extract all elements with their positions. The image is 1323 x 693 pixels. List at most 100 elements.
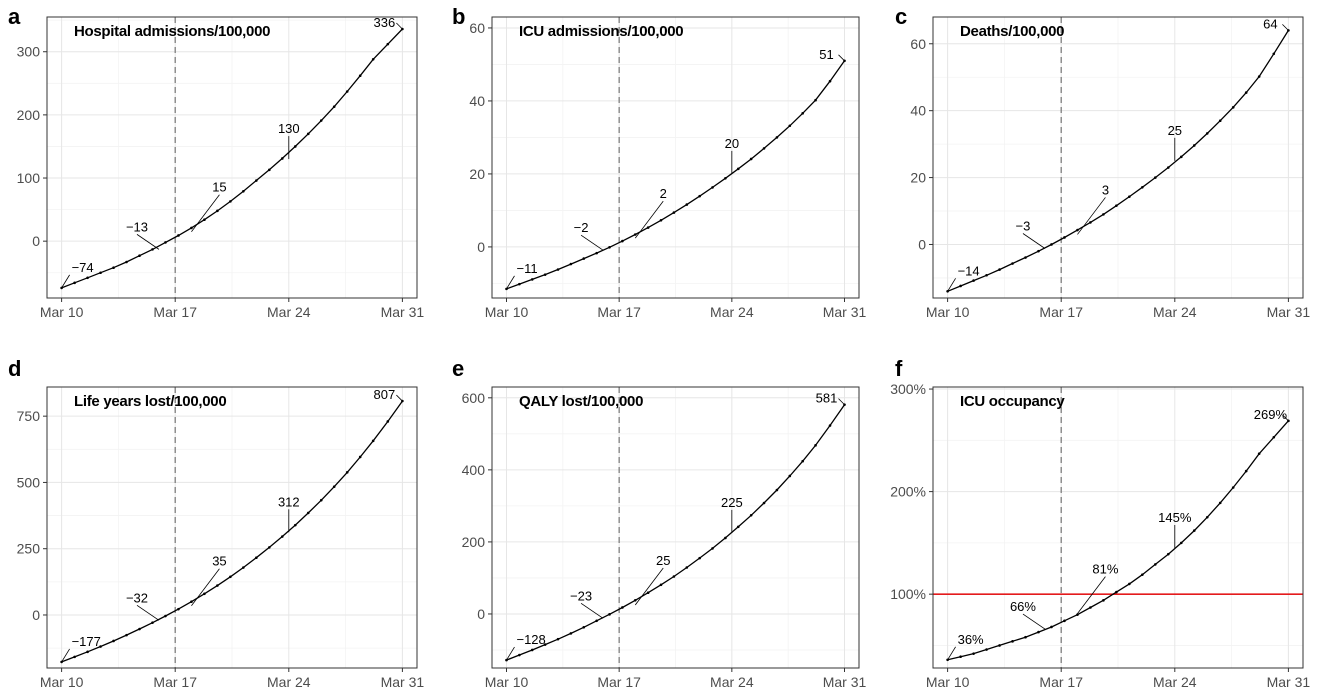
data-point xyxy=(569,262,573,266)
data-point xyxy=(1257,75,1261,78)
data-point xyxy=(736,167,740,171)
y-tick-label: 100% xyxy=(890,586,926,602)
data-point xyxy=(672,575,676,578)
data-point xyxy=(1128,582,1131,586)
data-point xyxy=(1115,590,1118,594)
x-tick-label: Mar 24 xyxy=(267,674,311,690)
data-label: 2 xyxy=(660,186,667,201)
data-point xyxy=(99,271,102,275)
label-leader xyxy=(61,274,70,289)
data-point xyxy=(1115,204,1118,207)
data-point xyxy=(164,241,167,244)
data-label: 807 xyxy=(374,387,396,402)
y-tick-label: 200 xyxy=(17,107,41,123)
y-tick-label: 0 xyxy=(32,607,40,623)
data-point xyxy=(1089,606,1092,609)
plot-frame xyxy=(46,386,418,669)
x-tick-label: Mar 17 xyxy=(1039,674,1083,690)
x-tick-label: Mar 10 xyxy=(40,674,84,690)
data-label: −13 xyxy=(126,219,148,234)
data-point xyxy=(698,194,701,198)
y-tick-label: 40 xyxy=(910,103,926,119)
y-tick-label: 300 xyxy=(17,44,41,60)
plot-frame xyxy=(932,16,1304,299)
data-label: 130 xyxy=(278,121,300,136)
data-point xyxy=(985,273,988,277)
data-point xyxy=(985,648,988,651)
label-leader xyxy=(947,646,956,661)
data-label: 25 xyxy=(1168,123,1182,138)
y-tick-label: 250 xyxy=(17,541,41,557)
label-leader xyxy=(136,604,160,621)
panel-e: e −128 −23 25 225 581 QALY lost/100,000 0 200 400… xyxy=(452,356,867,690)
y-tick-label: 0 xyxy=(918,236,926,252)
data-point xyxy=(972,652,975,655)
label-leader xyxy=(61,648,70,663)
y-tick-label: 40 xyxy=(469,93,485,109)
data-point xyxy=(762,147,766,150)
data-point xyxy=(268,546,271,549)
label-leader xyxy=(947,278,956,292)
data-point xyxy=(1179,541,1183,545)
label-leader xyxy=(396,22,403,30)
plot-frame xyxy=(491,16,860,299)
data-point xyxy=(306,132,310,136)
label-leader xyxy=(1282,24,1289,31)
data-point xyxy=(281,535,284,538)
panel-c: c −14 −3 3 25 64 Deaths/100,000 0 20 40 60 Mar 10 Ma… xyxy=(895,4,1310,320)
data-point xyxy=(1244,91,1248,94)
data-label: 581 xyxy=(816,391,838,406)
data-point xyxy=(86,276,89,280)
data-point xyxy=(788,124,792,128)
label-leader xyxy=(1022,233,1046,249)
y-tick-label: 500 xyxy=(17,474,41,490)
data-point xyxy=(633,598,637,602)
y-tick-label: 100 xyxy=(17,170,41,186)
x-tick-label: Mar 31 xyxy=(1267,674,1311,690)
data-point xyxy=(762,501,766,505)
x-tick-label: Mar 31 xyxy=(823,304,867,320)
data-point xyxy=(1037,630,1040,634)
x-tick-label: Mar 17 xyxy=(597,674,641,690)
data-point xyxy=(332,105,336,108)
data-point xyxy=(319,498,323,502)
data-label: 51 xyxy=(819,47,833,62)
label-leader xyxy=(1077,576,1106,614)
label-leader xyxy=(136,234,160,250)
label-leader xyxy=(1077,197,1106,235)
data-point xyxy=(242,189,245,193)
data-point xyxy=(242,566,245,569)
y-tick-label: 200 xyxy=(462,534,486,550)
data-point xyxy=(293,145,297,148)
y-tick-label: 0 xyxy=(477,606,485,622)
data-point xyxy=(556,637,560,641)
data-point xyxy=(190,226,193,230)
panel-b: b −11 −2 2 20 51 ICU admissions/100,000 0 20 40 60… xyxy=(452,4,867,320)
data-label: 225 xyxy=(721,495,743,510)
data-point xyxy=(203,592,206,596)
data-point xyxy=(672,211,676,214)
y-tick-label: 300% xyxy=(890,381,926,397)
data-label: 15 xyxy=(212,180,226,195)
data-point xyxy=(332,485,336,488)
data-point xyxy=(998,268,1001,271)
data-label: −14 xyxy=(958,263,980,278)
data-point xyxy=(1102,599,1105,602)
x-tick-label: Mar 10 xyxy=(926,674,970,690)
data-point xyxy=(1076,613,1079,616)
data-point xyxy=(1167,166,1170,169)
data-point xyxy=(1192,144,1196,147)
data-label: 269% xyxy=(1254,407,1288,422)
data-point xyxy=(203,218,206,221)
data-point xyxy=(530,278,534,281)
x-tick-label: Mar 24 xyxy=(710,674,754,690)
data-point xyxy=(190,600,193,604)
data-point xyxy=(386,42,390,46)
data-point xyxy=(319,119,323,122)
x-tick-label: Mar 10 xyxy=(926,304,970,320)
data-label: −74 xyxy=(72,260,94,275)
label-leader xyxy=(838,54,845,62)
data-point xyxy=(685,203,689,206)
label-leader xyxy=(506,275,515,290)
